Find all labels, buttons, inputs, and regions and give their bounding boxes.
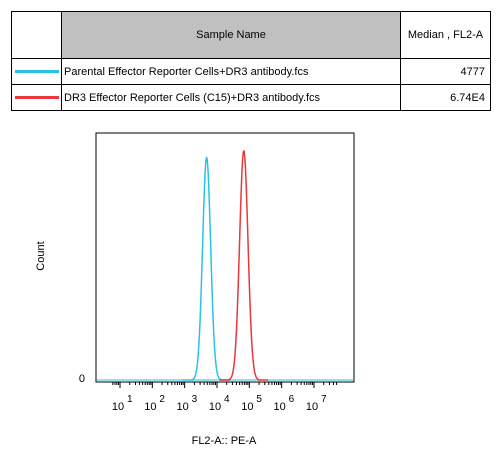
legend-swatch-cell (11, 84, 62, 111)
x-tick-label: 10 (274, 401, 286, 413)
x-tick-exponent: 4 (224, 394, 230, 405)
series-line (182, 156, 231, 381)
series-layer (97, 149, 353, 381)
x-tick-exponent: 7 (321, 394, 327, 405)
y-tick-label: 0 (79, 373, 85, 385)
x-tick-exponent: 3 (192, 394, 198, 405)
legend-header-median: Median , FL2-A (400, 11, 491, 59)
x-tick-label: 10 (241, 401, 253, 413)
legend-swatch-line (14, 70, 59, 74)
legend-header-blank (11, 11, 62, 59)
series-line (219, 149, 269, 381)
y-axis-label: Count (35, 241, 47, 270)
x-tick-label: 10 (209, 401, 221, 413)
legend-sample-name: Parental Effector Reporter Cells+DR3 ant… (61, 58, 401, 85)
x-tick-exponent: 6 (289, 394, 295, 405)
x-tick-label: 10 (177, 401, 189, 413)
x-tick-exponent: 5 (256, 394, 262, 405)
x-axis-label: FL2-A:: PE-A (192, 435, 257, 447)
legend-median-value: 6.74E4 (400, 84, 491, 111)
legend-sample-name: DR3 Effector Reporter Cells (C15)+DR3 an… (61, 84, 401, 111)
x-tick-label: 10 (144, 401, 156, 413)
x-tick-exponent: 1 (127, 394, 133, 405)
x-tick-exponent: 2 (159, 394, 165, 405)
legend-swatch-line (14, 96, 59, 100)
plot-frame (95, 132, 355, 383)
legend-row: DR3 Effector Reporter Cells (C15)+DR3 an… (11, 84, 491, 111)
x-tick-label: 10 (112, 401, 124, 413)
sample-legend-table: Sample Name Median , FL2-A Parental Effe… (11, 11, 491, 111)
legend-row: Parental Effector Reporter Cells+DR3 ant… (11, 58, 491, 85)
legend-median-value: 4777 (400, 58, 491, 85)
x-tick-label: 10 (306, 401, 318, 413)
